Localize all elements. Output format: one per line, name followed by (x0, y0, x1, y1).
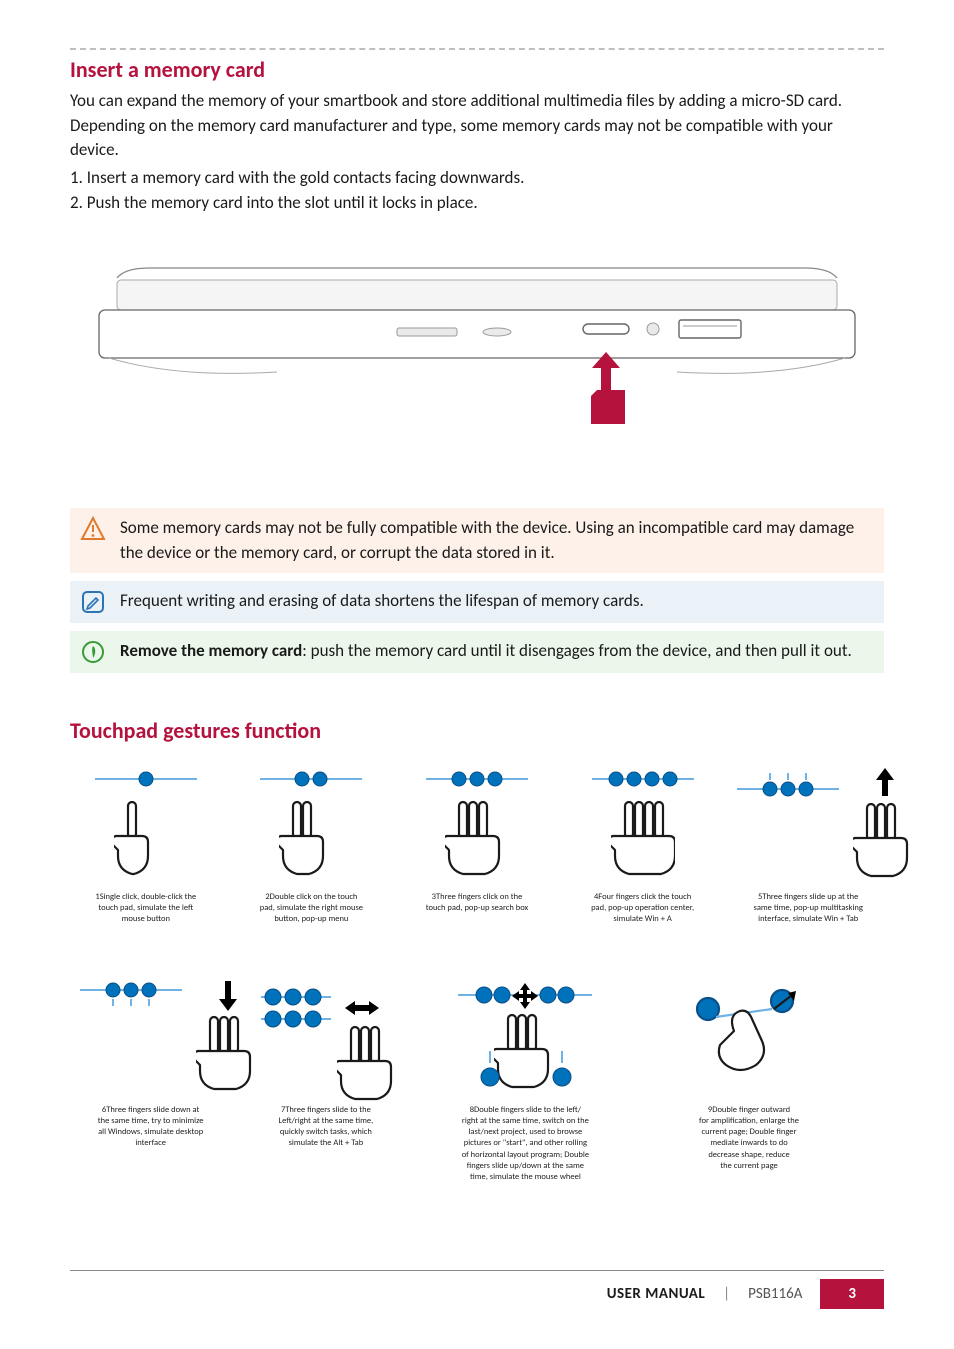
section-divider (70, 48, 884, 50)
step-1: 1. Insert a memory card with the gold co… (70, 165, 884, 191)
callout-note-text: Frequent writing and erasing of data sho… (120, 589, 644, 614)
device-illustration (97, 260, 857, 460)
gesture-g5: 5Three fingers slide up at the same time… (732, 768, 884, 925)
gesture-g9: 9Double finger outward for amplification… (644, 981, 854, 1182)
gesture-grid-row1: 1Single click, double-click the touch pa… (70, 768, 884, 925)
gesture-grid-row2: 6Three fingers slide down at the same ti… (70, 981, 884, 1182)
gesture-g6: 6Three fingers slide down at the same ti… (70, 981, 231, 1182)
footer-model: PSB116A (748, 1285, 802, 1303)
footer-page-number: 3 (820, 1279, 884, 1309)
gesture-g4-caption: 4Four fingers click the touch pad, pop-u… (591, 892, 694, 925)
gesture-g5-caption: 5Three fingers slide up at the same time… (754, 892, 863, 925)
callout-warning: Some memory cards may not be fully compa… (70, 508, 884, 573)
step-2: 2. Push the memory card into the slot un… (70, 190, 884, 216)
gesture-g3-caption: 3Three fingers click on the touch pad, p… (426, 892, 529, 914)
gesture-g2-caption: 2Double click on the touch pad, simulate… (260, 892, 363, 925)
callout-warning-text: Some memory cards may not be fully compa… (120, 516, 874, 565)
memory-card-paragraph: You can expand the memory of your smartb… (70, 89, 884, 163)
gesture-g1-caption: 1Single click, double-click the touch pa… (95, 892, 196, 925)
callout-tip: Remove the memory card: push the memory … (70, 631, 884, 673)
callout-note: Frequent writing and erasing of data sho… (70, 581, 884, 623)
page-footer: USER MANUAL | PSB116A 3 (70, 1270, 884, 1309)
warning-icon (80, 516, 106, 542)
heading-insert-memory-card: Insert a memory card (70, 56, 884, 83)
gesture-g4: 4Four fingers click the touch pad, pop-u… (567, 768, 719, 925)
gesture-g2: 2Double click on the touch pad, simulate… (236, 768, 388, 925)
gesture-g7: 7Three fingers slide to the Left/right a… (245, 981, 406, 1182)
tip-icon (80, 639, 106, 665)
footer-separator: | (723, 1285, 730, 1303)
note-icon (80, 589, 106, 615)
callout-tip-text: Remove the memory card: push the memory … (120, 639, 852, 664)
gesture-g9-caption: 9Double finger outward for amplification… (699, 1105, 799, 1171)
gesture-g8-caption: 8Double fingers slide to the left/ right… (462, 1105, 589, 1182)
gesture-g8: 8Double fingers slide to the left/ right… (421, 981, 631, 1182)
footer-user-manual-label: USER MANUAL (607, 1285, 705, 1303)
gesture-g1: 1Single click, double-click the touch pa… (70, 768, 222, 925)
gesture-g3: 3Three fingers click on the touch pad, p… (401, 768, 553, 925)
gesture-g6-caption: 6Three fingers slide down at the same ti… (98, 1105, 204, 1149)
gesture-g7-caption: 7Three fingers slide to the Left/right a… (279, 1105, 374, 1149)
heading-touchpad-gestures: Touchpad gestures function (70, 717, 884, 744)
